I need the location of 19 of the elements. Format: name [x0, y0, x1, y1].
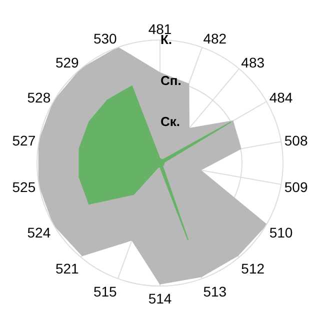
- spoke-label: 514: [148, 290, 172, 306]
- spoke-label: 482: [203, 30, 227, 46]
- spoke-label: 528: [27, 90, 51, 106]
- spoke-label: 530: [93, 30, 118, 46]
- spoke-label: 484: [269, 90, 293, 106]
- spoke-label: 529: [55, 54, 80, 70]
- y-tick-label: Ск.: [160, 114, 180, 130]
- spoke-label: 515: [93, 284, 118, 300]
- y-tick-label: Сп.: [160, 73, 182, 88]
- spoke-label: 483: [241, 54, 265, 70]
- spoke-label: 524: [27, 224, 51, 240]
- spoke-label: 510: [269, 224, 293, 240]
- spoke-label: 509: [284, 179, 308, 196]
- spoke-label: 525: [12, 179, 36, 196]
- spoke-label: 508: [284, 132, 308, 148]
- spoke-label: 521: [55, 260, 80, 277]
- spoke-label: 527: [12, 132, 36, 148]
- spoke-label: 512: [241, 260, 265, 277]
- spoke-label: 513: [203, 284, 227, 300]
